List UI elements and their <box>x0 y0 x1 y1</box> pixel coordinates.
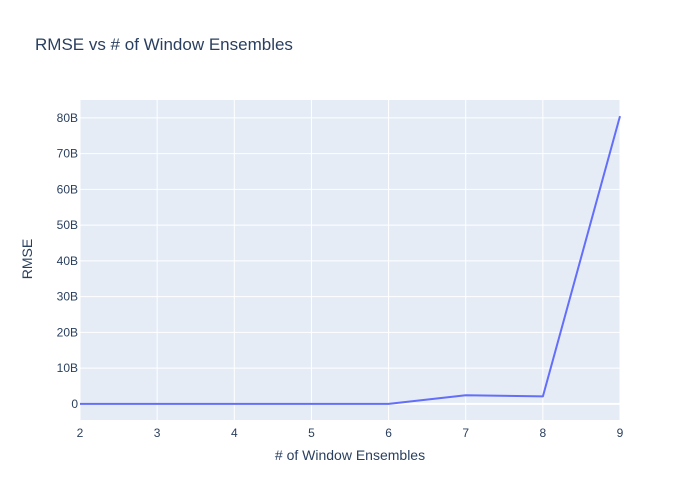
y-tick-label: 0 <box>71 397 78 411</box>
x-tick-label: 6 <box>385 426 392 440</box>
x-axis-title: # of Window Ensembles <box>275 447 425 463</box>
y-tick-label: 60B <box>57 182 78 196</box>
y-axis-ticks: 0 10B 20B 30B 40B 50B 60B 70B 80B <box>57 111 79 411</box>
x-tick-label: 5 <box>308 426 315 440</box>
x-axis-ticks: 2 3 4 5 6 7 8 9 <box>77 426 624 440</box>
series-line <box>80 115 621 405</box>
y-tick-label: 80B <box>57 111 78 125</box>
x-tick-label: 7 <box>462 426 469 440</box>
series-layer <box>80 115 621 405</box>
chart-title: RMSE vs # of Window Ensembles <box>35 35 293 54</box>
y-tick-label: 30B <box>57 290 78 304</box>
y-tick-label: 20B <box>57 325 78 339</box>
y-tick-label: 40B <box>57 254 78 268</box>
x-tick-label: 4 <box>231 426 238 440</box>
y-tick-label: 50B <box>57 218 78 232</box>
y-axis-title: RMSE <box>19 239 35 279</box>
x-tick-label: 2 <box>77 426 84 440</box>
y-tick-label: 70B <box>57 147 78 161</box>
y-tick-label: 10B <box>57 361 78 375</box>
x-tick-label: 8 <box>540 426 547 440</box>
plot-area <box>80 100 620 420</box>
x-tick-label: 9 <box>617 426 624 440</box>
x-tick-label: 3 <box>154 426 161 440</box>
